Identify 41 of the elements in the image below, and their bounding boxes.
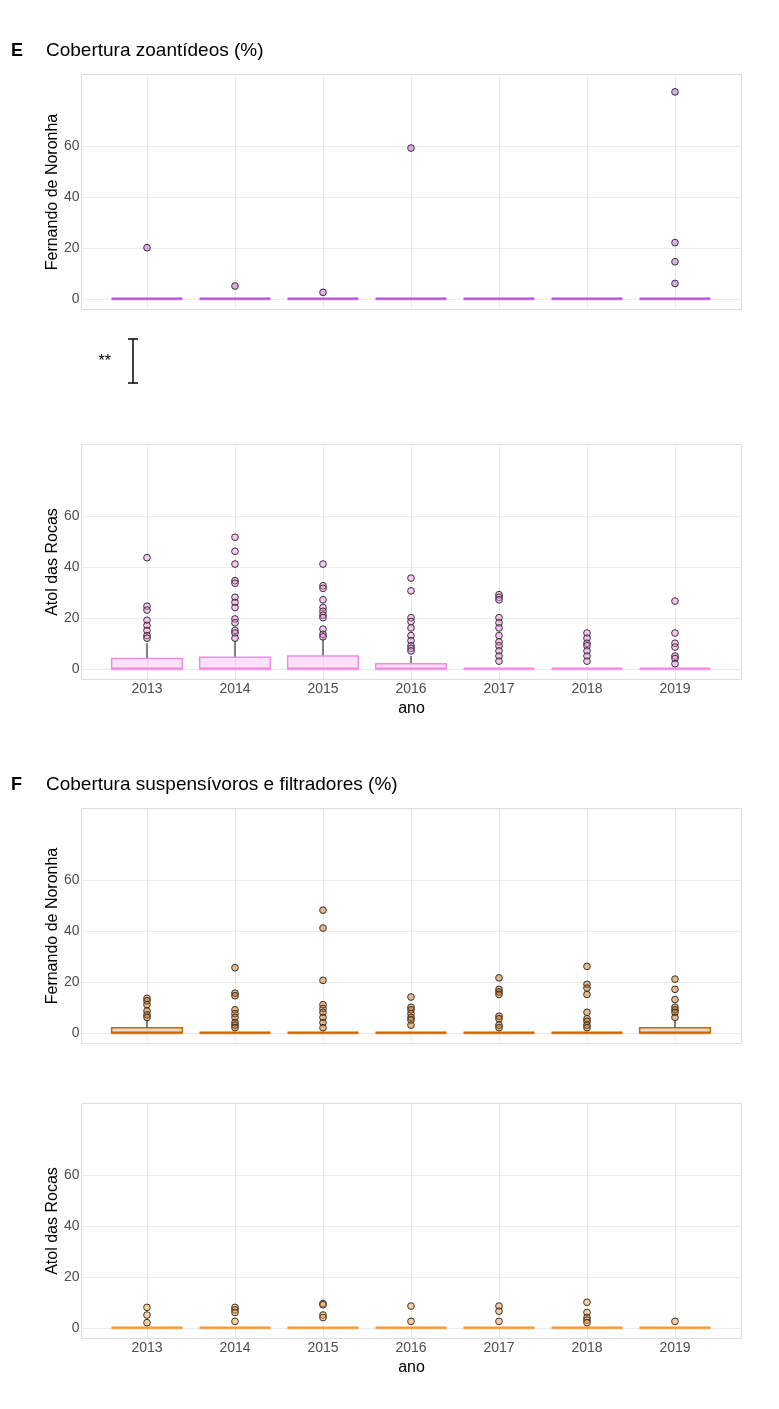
x-tick-label: 2013 [131, 679, 163, 696]
y-tick-label: 60 [63, 507, 80, 524]
x-tick-label: 2019 [659, 679, 691, 696]
y-tick-label: 60 [63, 137, 80, 154]
text: F [11, 774, 22, 794]
x-tick-label: 2017 [483, 679, 515, 696]
y-tick-label: 20 [63, 239, 80, 256]
y-tick-label: 20 [63, 609, 80, 626]
x-tick-label: 2017 [483, 1338, 515, 1355]
y-tick-label: 20 [63, 1268, 80, 1285]
y-tick-label: 40 [63, 188, 80, 205]
x-tick-label: 2016 [395, 1338, 427, 1355]
y-tick-label: 0 [71, 1319, 80, 1336]
x-tick-label: 2014 [219, 1338, 251, 1355]
x-tick-label: 2019 [659, 1338, 691, 1355]
y-axis-title: Fernando de Noronha [42, 847, 60, 1005]
chart-title: Cobertura zoantídeos (%) [46, 39, 264, 60]
y-tick-label: 40 [63, 922, 80, 939]
x-tick-label: 2014 [219, 679, 251, 696]
y-tick-label: 60 [63, 871, 80, 888]
x-tick-label: 2018 [571, 679, 603, 696]
y-axis-title: Atol das Rocas [42, 508, 60, 616]
y-axis-title: Atol das Rocas [42, 1167, 60, 1275]
chart-title: Cobertura suspensívoros e filtradores (%) [46, 773, 398, 794]
y-tick-label: 40 [63, 558, 80, 575]
y-tick-label: 0 [71, 1024, 80, 1041]
y-tick-label: 20 [63, 973, 80, 990]
y-tick-label: 60 [63, 1166, 80, 1183]
x-axis-title: ano [398, 698, 425, 716]
y-axis-title: Fernando de Noronha [42, 113, 60, 271]
y-tick-label: 0 [71, 660, 80, 677]
text: E [11, 40, 24, 60]
y-tick-label: 0 [71, 290, 80, 307]
text: ** [98, 352, 111, 369]
x-tick-label: 2016 [395, 679, 427, 696]
x-tick-label: 2013 [131, 1338, 163, 1355]
x-tick-label: 2018 [571, 1338, 603, 1355]
y-tick-label: 40 [63, 1217, 80, 1234]
x-tick-label: 2015 [307, 1338, 339, 1355]
x-tick-label: 2015 [307, 679, 339, 696]
x-axis-title: ano [398, 1357, 425, 1375]
